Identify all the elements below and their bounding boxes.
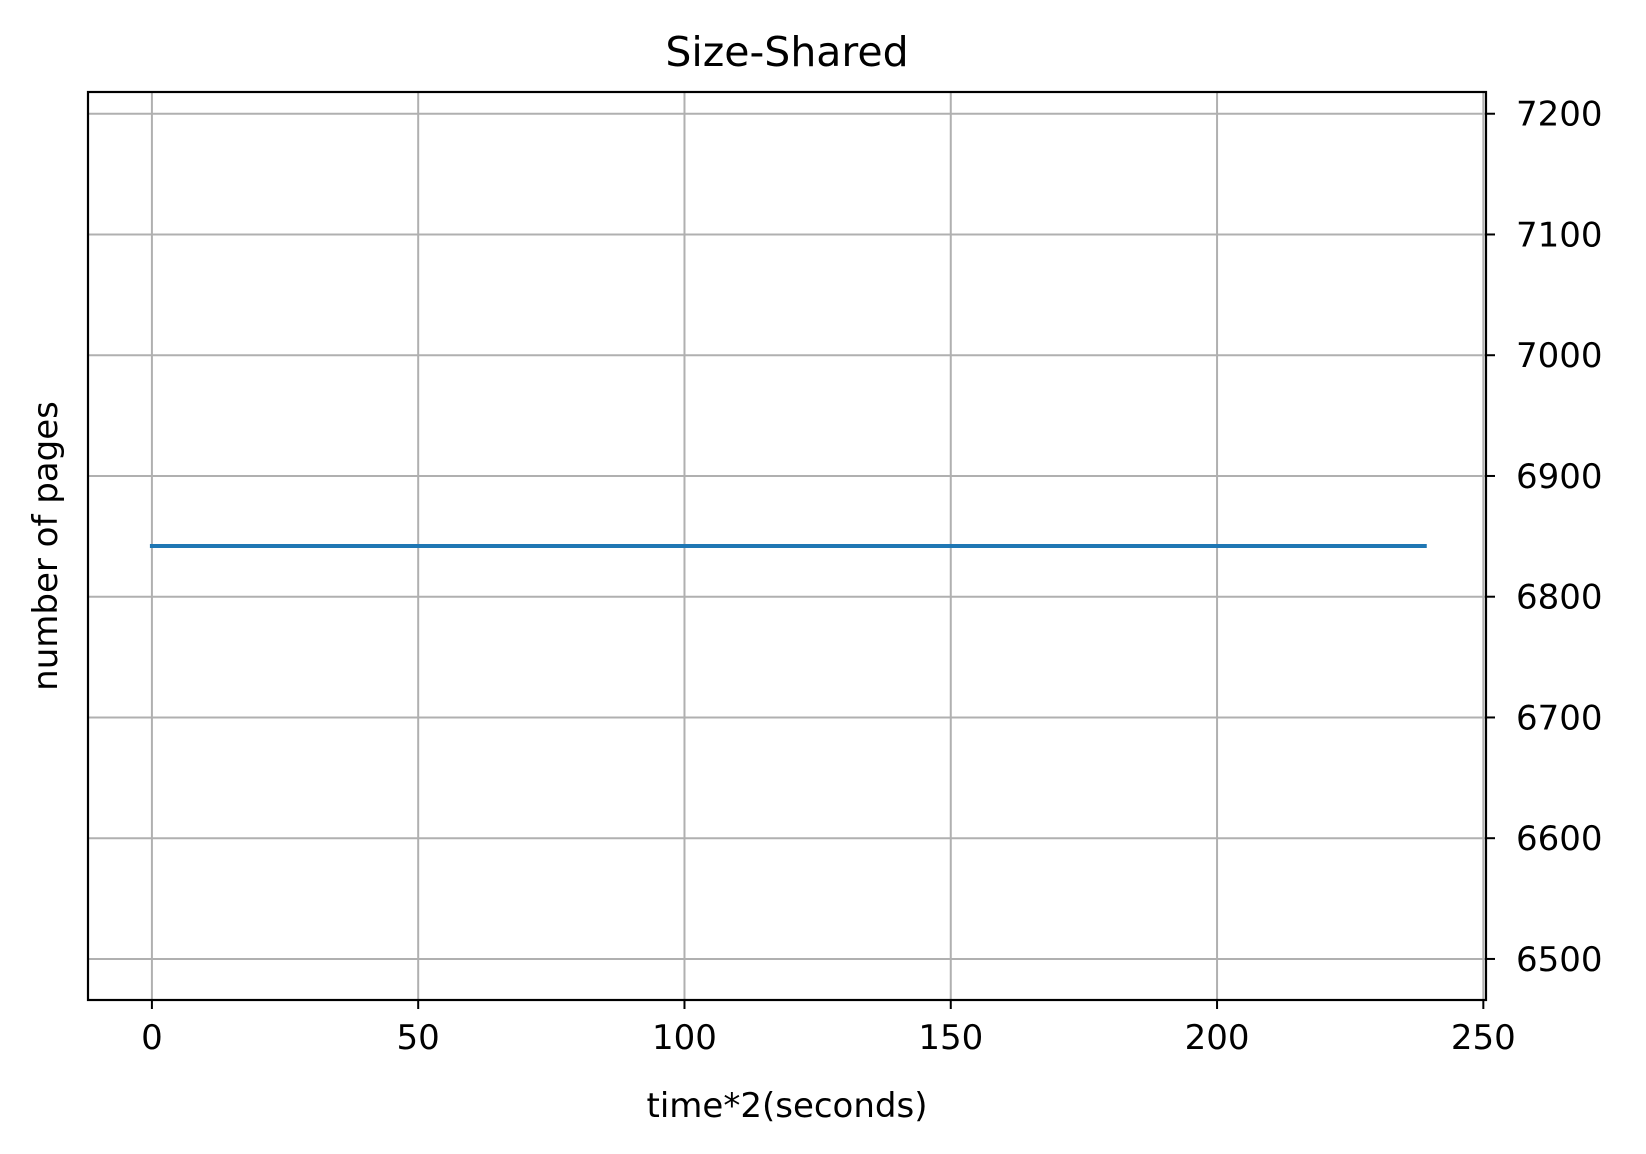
plot-frame xyxy=(86,90,1488,1002)
y-tick-label-4: 6900 xyxy=(1516,457,1603,497)
x-tick-label-1: 50 xyxy=(397,1018,440,1058)
y-tick-label-1: 6600 xyxy=(1516,819,1603,859)
x-tick-label-4: 200 xyxy=(1185,1018,1250,1058)
y-tick-label-0: 6500 xyxy=(1516,940,1603,980)
y-tick-label-3: 6800 xyxy=(1516,578,1603,618)
y-axis-label: number of pages xyxy=(26,401,66,691)
x-axis-label: time*2(seconds) xyxy=(647,1086,928,1126)
y-tick-label-7: 7200 xyxy=(1516,95,1603,135)
y-tick-label-2: 6700 xyxy=(1516,698,1603,738)
x-tick-label-3: 150 xyxy=(918,1018,983,1058)
x-tick-label-2: 100 xyxy=(652,1018,717,1058)
y-tick-label-6: 7100 xyxy=(1516,215,1603,255)
x-tick-label-0: 0 xyxy=(141,1018,163,1058)
x-tick-label-5: 250 xyxy=(1451,1018,1516,1058)
chart-title: Size-Shared xyxy=(665,28,908,76)
y-tick-label-5: 7000 xyxy=(1516,336,1603,376)
